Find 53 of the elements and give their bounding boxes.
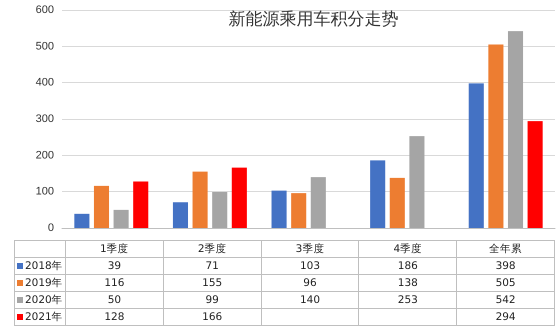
- chart-title: 新能源乘用车积分走势: [228, 10, 398, 30]
- x-tick-label: 4季度: [358, 240, 457, 258]
- data-label: 138: [358, 274, 457, 292]
- bar: [232, 168, 247, 228]
- data-label: 505: [456, 274, 554, 292]
- data-label: 140: [261, 292, 359, 308]
- data-label: 398: [456, 258, 554, 274]
- bar: [291, 193, 306, 228]
- bar: [488, 44, 504, 228]
- data-label: 96: [261, 274, 359, 292]
- bar: [172, 202, 188, 228]
- bar: [310, 177, 326, 228]
- data-label: 50: [66, 292, 164, 308]
- bar: [74, 214, 90, 228]
- x-tick-label: 1季度: [66, 240, 164, 258]
- data-label: 294: [456, 308, 554, 326]
- data-label: 542: [456, 292, 554, 308]
- y-tick-label: 100: [36, 186, 54, 198]
- bar: [192, 172, 208, 228]
- x-tick-label: 全年累: [456, 240, 554, 258]
- bar: [508, 31, 524, 228]
- legend-label: 2020年: [14, 292, 66, 308]
- x-tick-label: 3季度: [261, 240, 359, 258]
- data-label: 116: [66, 274, 164, 292]
- y-tick-label: 500: [36, 40, 54, 52]
- legend-label: 2019年: [14, 274, 66, 292]
- data-label: 128: [66, 308, 164, 326]
- bar: [468, 83, 484, 228]
- bar: [409, 136, 424, 228]
- data-label: 39: [66, 258, 164, 274]
- y-tick-label: 300: [36, 113, 54, 125]
- data-label: 166: [163, 308, 262, 326]
- data-label: 99: [163, 292, 262, 308]
- y-tick-label: 0: [48, 222, 54, 234]
- bar: [390, 178, 405, 228]
- data-label: 253: [358, 292, 457, 308]
- data-label: 103: [261, 258, 359, 274]
- data-label: 186: [358, 258, 457, 274]
- bar: [114, 210, 129, 228]
- legend-label: 2021年: [14, 308, 66, 326]
- y-tick-label: 200: [36, 149, 54, 162]
- legend-label: 2018年: [14, 258, 66, 274]
- bar: [133, 181, 148, 228]
- data-label: 155: [163, 274, 262, 292]
- bar: [528, 121, 543, 228]
- data-label: 71: [163, 258, 262, 274]
- y-tick-label: 600: [36, 4, 54, 16]
- x-tick-label: 2季度: [163, 240, 262, 258]
- bar: [370, 160, 386, 228]
- bar: [212, 192, 228, 228]
- bar: [272, 190, 287, 228]
- bar: [94, 186, 110, 228]
- y-tick-label: 400: [36, 76, 54, 89]
